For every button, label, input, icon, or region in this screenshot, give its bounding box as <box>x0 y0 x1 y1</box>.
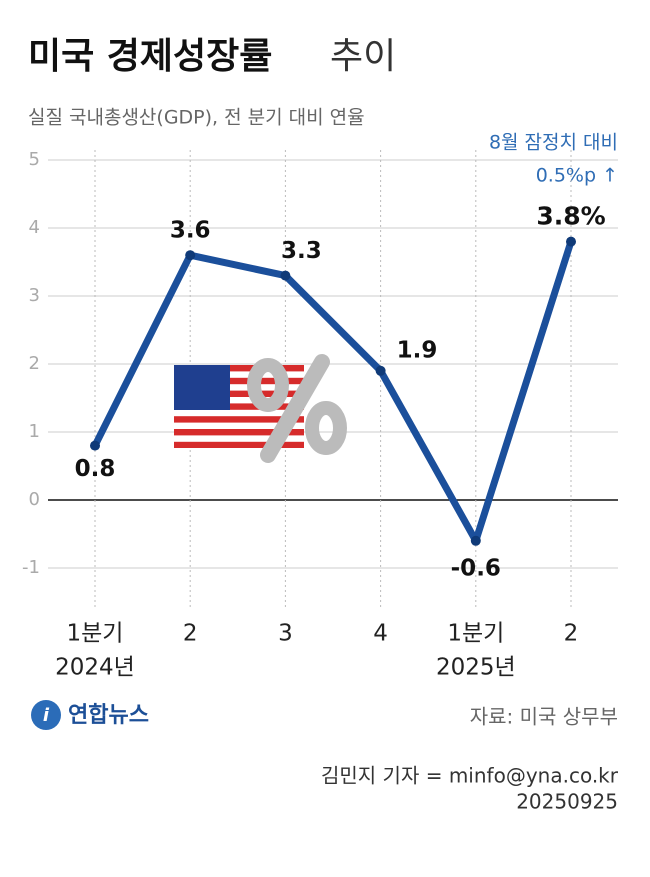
x-tick-label: 3 <box>278 621 293 647</box>
y-tick-label: 1 <box>29 421 40 442</box>
byline: 김민지 기자 = minfo@yna.co.kr <box>321 764 619 788</box>
plot: -1 0 1 2 3 4 5 1분기 2024년 2 3 4 1분기 2025년 2 0.8 3.6 3.3 1.9… <box>22 149 618 681</box>
x-tick-label: 4 <box>373 621 388 647</box>
y-tick-label: 3 <box>29 285 40 306</box>
annotation: 8월 잠정치 대비 <box>489 132 618 154</box>
x-tick-label: 2 <box>564 621 579 647</box>
date: 20250925 <box>516 790 618 814</box>
point <box>375 365 386 376</box>
chart-title: 미국 경제성장률 <box>28 36 272 77</box>
value-label: 3.6 <box>170 218 211 244</box>
y-tick-label: 5 <box>29 149 40 170</box>
chart-title-suffix: 추이 <box>330 36 396 77</box>
value-label: -0.6 <box>451 555 501 581</box>
value-label: 0.8 <box>75 456 116 482</box>
source: 자료: 미국 상무부 <box>470 705 618 729</box>
value-label: 3.8% <box>536 202 605 231</box>
year-label: 2024년 <box>55 655 135 681</box>
point <box>470 535 481 546</box>
x-tick-label: 2 <box>183 621 198 647</box>
y-tick-label: -1 <box>22 557 40 578</box>
annotation: 0.5%p ↑ <box>536 165 618 187</box>
x-tick-label: 1분기 <box>67 621 124 647</box>
subtitle: 실질 국내총생산(GDP), 전 분기 대비 연율 <box>28 107 365 129</box>
value-label: 3.3 <box>281 238 322 264</box>
point <box>280 270 291 281</box>
point <box>90 440 100 451</box>
svg-text:i: i <box>43 705 50 726</box>
value-label: 1.9 <box>397 337 438 363</box>
point <box>185 250 196 261</box>
line <box>91 240 575 545</box>
y-tick-label: 2 <box>29 353 40 374</box>
logo-text: 연합뉴스 <box>68 702 149 728</box>
x-tick-label: 1분기 <box>447 621 504 647</box>
y-tick-label: 0 <box>29 489 40 510</box>
percent-icon <box>247 354 347 463</box>
year-label: 2025년 <box>436 655 516 681</box>
y-tick-label: 4 <box>29 217 40 238</box>
logo: i 연합뉴스 <box>31 700 149 730</box>
point <box>566 236 576 247</box>
